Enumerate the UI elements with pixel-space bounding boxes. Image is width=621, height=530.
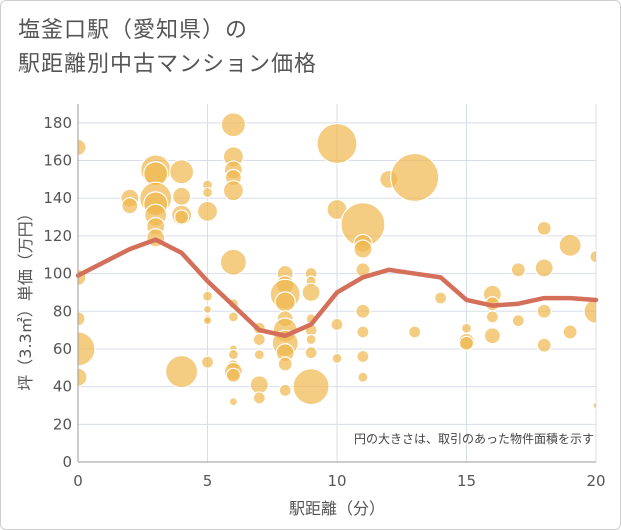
chart-title-line2: 駅距離別中古マンション価格 bbox=[18, 52, 318, 77]
y-tick-label: 100 bbox=[43, 265, 72, 283]
y-tick-label: 160 bbox=[43, 152, 72, 170]
data-bubble bbox=[558, 233, 582, 257]
data-bubble bbox=[355, 303, 371, 319]
y-tick-label: 60 bbox=[53, 340, 72, 358]
data-bubble bbox=[390, 152, 440, 203]
data-bubble bbox=[219, 248, 247, 276]
y-tick-label: 40 bbox=[53, 378, 72, 396]
data-bubble bbox=[274, 291, 296, 313]
data-bubble bbox=[434, 291, 448, 305]
data-bubble bbox=[305, 333, 317, 346]
x-tick-label: 20 bbox=[586, 472, 605, 490]
data-bubble bbox=[202, 304, 213, 314]
chart-title-line1: 塩釜口駅（愛知県）の bbox=[18, 18, 249, 43]
data-bubble bbox=[562, 324, 578, 340]
data-bubble bbox=[228, 397, 238, 407]
data-bubble bbox=[196, 200, 219, 222]
data-bubble bbox=[78, 367, 88, 387]
data-bubble bbox=[536, 337, 552, 353]
data-bubble bbox=[536, 303, 552, 319]
data-bubble bbox=[278, 383, 292, 397]
y-axis-label: 坪（3.3㎡）単価（万円） bbox=[16, 205, 35, 390]
data-bubble bbox=[222, 180, 244, 202]
x-axis-label: 駅距離（分） bbox=[289, 499, 385, 518]
data-bubble bbox=[483, 327, 501, 345]
data-bubble bbox=[277, 356, 293, 372]
size-note: 円の大きさは、取引のあった物件面積を示す bbox=[354, 431, 594, 446]
data-bubble bbox=[353, 239, 373, 259]
y-tick-label: 180 bbox=[43, 114, 72, 132]
data-bubble bbox=[510, 262, 526, 278]
data-bubble bbox=[583, 298, 596, 324]
y-tick-label: 140 bbox=[43, 189, 72, 207]
data-bubble bbox=[356, 349, 370, 364]
data-bubble bbox=[460, 322, 473, 334]
chart-title: 塩釜口駅（愛知県）の 駅距離別中古マンション価格 bbox=[18, 14, 317, 82]
data-bubble bbox=[227, 311, 239, 323]
data-bubble bbox=[330, 317, 344, 332]
data-bubble bbox=[165, 354, 199, 389]
y-tick-label: 20 bbox=[53, 415, 72, 433]
y-tick-label: 0 bbox=[62, 453, 72, 471]
data-bubble bbox=[78, 138, 87, 156]
trend-line bbox=[75, 237, 599, 339]
y-tick-label: 120 bbox=[43, 227, 72, 245]
data-bubble bbox=[252, 332, 266, 347]
data-bubble bbox=[536, 220, 552, 236]
data-bubble bbox=[200, 355, 215, 369]
data-bubble bbox=[253, 349, 265, 361]
x-tick-label: 15 bbox=[457, 472, 476, 490]
data-bubble bbox=[220, 112, 246, 138]
data-bubble bbox=[172, 186, 192, 206]
data-bubble bbox=[201, 186, 214, 199]
data-bubble bbox=[458, 335, 475, 351]
data-bubble bbox=[201, 290, 214, 302]
data-bubble bbox=[589, 250, 596, 264]
data-bubble bbox=[78, 331, 96, 367]
data-bubble bbox=[121, 197, 139, 215]
x-tick-label: 5 bbox=[203, 472, 213, 490]
data-bubble bbox=[485, 310, 499, 324]
data-bubble bbox=[356, 325, 370, 339]
data-bubble bbox=[592, 401, 596, 410]
data-bubble bbox=[202, 316, 213, 326]
data-bubble bbox=[174, 209, 190, 225]
data-bubble bbox=[304, 346, 318, 360]
data-bubble bbox=[511, 314, 525, 328]
data-bubble bbox=[316, 122, 358, 165]
data-bubble bbox=[227, 349, 239, 361]
data-bubble bbox=[408, 325, 422, 339]
data-bubble bbox=[331, 352, 343, 364]
data-bubble bbox=[78, 311, 86, 327]
x-tick-label: 0 bbox=[73, 472, 83, 490]
data-bubble bbox=[534, 258, 554, 278]
data-bubble bbox=[357, 371, 369, 383]
y-tick-label: 80 bbox=[53, 302, 72, 320]
data-bubble bbox=[301, 282, 321, 303]
data-bubble bbox=[292, 368, 330, 406]
data-bubble bbox=[225, 367, 241, 383]
data-bubble bbox=[252, 391, 266, 405]
data-bubble bbox=[249, 375, 269, 395]
data-bubble bbox=[169, 159, 195, 185]
x-tick-label: 10 bbox=[327, 472, 346, 490]
